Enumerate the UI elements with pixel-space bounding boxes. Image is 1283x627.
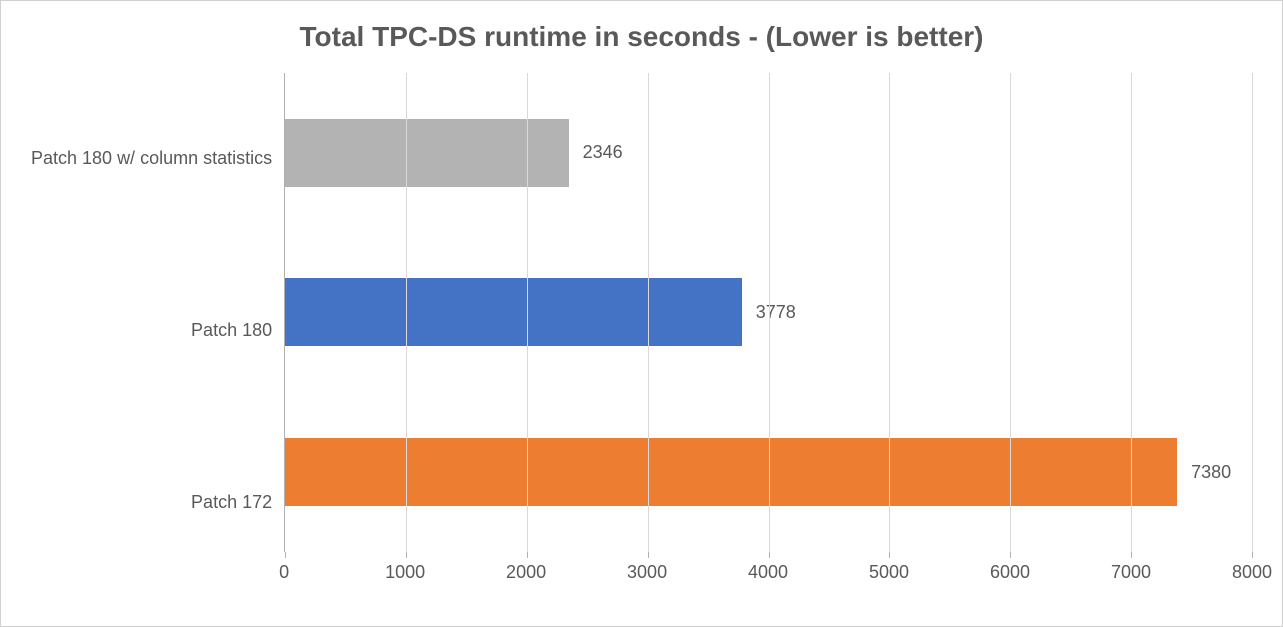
plot-area: 2346 3778 7380	[284, 73, 1252, 552]
x-tick-label: 8000	[1232, 562, 1272, 583]
gridline	[1131, 73, 1132, 552]
chart-container: Total TPC-DS runtime in seconds - (Lower…	[0, 0, 1283, 627]
x-tick-label: 4000	[748, 562, 788, 583]
x-axis: 010002000300040005000600070008000	[284, 558, 1252, 588]
bar	[285, 278, 742, 346]
y-axis-labels: Patch 180 w/ column statistics Patch 180 P…	[31, 73, 284, 588]
gridline	[406, 73, 407, 552]
x-tick-label: 7000	[1111, 562, 1151, 583]
y-axis-label: Patch 172	[31, 492, 272, 513]
bar-value-label: 7380	[1191, 462, 1231, 483]
x-tick-label: 2000	[506, 562, 546, 583]
gridline	[769, 73, 770, 552]
gridline	[648, 73, 649, 552]
x-tick-label: 3000	[627, 562, 667, 583]
x-tick-label: 1000	[385, 562, 425, 583]
bar	[285, 438, 1177, 506]
gridline	[1010, 73, 1011, 552]
bar-value-label: 3778	[756, 302, 796, 323]
chart-title: Total TPC-DS runtime in seconds - (Lower…	[31, 21, 1252, 53]
chart-body: Patch 180 w/ column statistics Patch 180 P…	[31, 73, 1252, 588]
bar-value-label: 2346	[583, 142, 623, 163]
gridline	[527, 73, 528, 552]
x-tick-label: 6000	[990, 562, 1030, 583]
x-tick	[1252, 552, 1253, 558]
x-tick-label: 5000	[869, 562, 909, 583]
gridline	[1252, 73, 1253, 552]
plot-wrapper: 234637787380 010002000300040005000600070…	[284, 73, 1252, 588]
x-tick-label: 0	[279, 562, 289, 583]
y-axis-label: Patch 180	[31, 320, 272, 341]
gridline	[889, 73, 890, 552]
y-axis-label: Patch 180 w/ column statistics	[31, 148, 272, 169]
